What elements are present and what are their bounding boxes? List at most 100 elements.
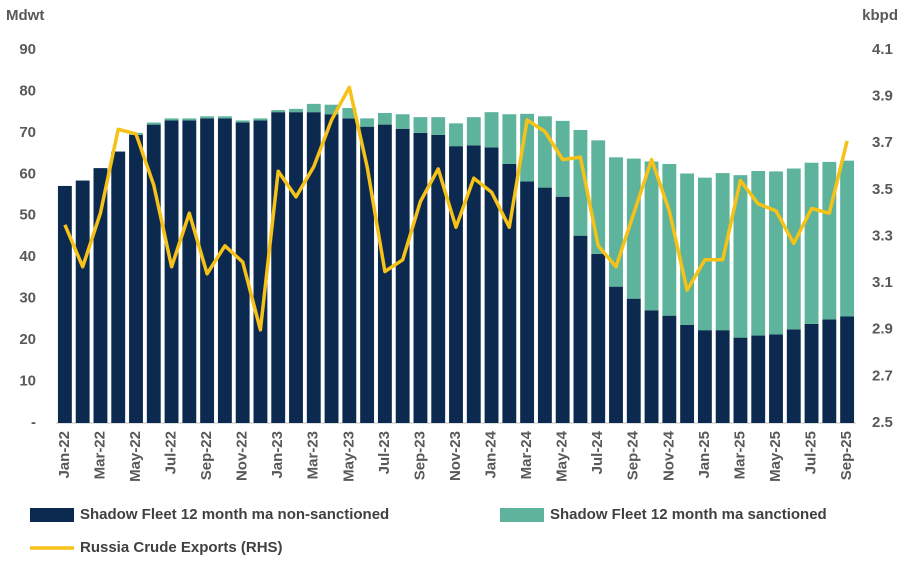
y2-tick-label: 2.9 [872, 321, 893, 338]
legend-text: Shadow Fleet 12 month ma non-sanctioned [80, 506, 389, 523]
y-tick-label: 90 [19, 41, 36, 58]
legend-swatch [500, 508, 544, 522]
line [63, 85, 849, 332]
x-tick-label: Jul-24 [589, 430, 606, 474]
legend-text: Shadow Fleet 12 month ma sanctioned [550, 506, 827, 523]
y-tick-label: - [31, 414, 36, 431]
bar [253, 118, 268, 121]
bar [840, 316, 855, 423]
bar [786, 168, 801, 330]
y-tick-label: 80 [19, 82, 36, 99]
y2-tick-label: 3.1 [872, 274, 893, 291]
x-tick-label: Sep-22 [198, 431, 215, 480]
x-tick-label: Mar-22 [91, 431, 108, 479]
bar [235, 120, 250, 123]
bar [591, 253, 606, 423]
x-tick-label: Mar-24 [518, 430, 535, 479]
y-tick-label: 60 [19, 165, 36, 182]
bar [769, 334, 783, 423]
bar [502, 114, 517, 164]
bar [573, 235, 588, 423]
y-tick-label: 30 [19, 290, 36, 307]
bar [129, 134, 143, 423]
bar [751, 171, 766, 336]
bar [271, 112, 286, 424]
bar [484, 147, 499, 423]
bar [697, 177, 712, 331]
bar [431, 117, 446, 135]
x-tick-label: Mar-23 [305, 431, 322, 479]
bar [609, 286, 623, 423]
x-tick-label: Nov-24 [660, 430, 677, 481]
bar [822, 161, 837, 320]
bar [449, 123, 463, 147]
bar [626, 158, 641, 299]
bar [164, 118, 179, 121]
bar [555, 196, 570, 423]
bar [733, 175, 748, 338]
bar [804, 323, 819, 423]
y-tick-label: 10 [19, 373, 36, 390]
bar [591, 140, 606, 254]
bar [146, 122, 161, 125]
bar [289, 112, 303, 424]
bar [680, 173, 695, 325]
bar [769, 171, 783, 335]
y2-axis-title: kbpd [862, 7, 898, 24]
bar [377, 112, 392, 125]
y2-tick-label: 3.5 [872, 181, 893, 198]
x-tick-label: May-25 [767, 431, 784, 482]
y-tick-label: 50 [19, 207, 36, 224]
bar [324, 114, 339, 423]
bar [200, 116, 215, 119]
x-tick-label: Mar-25 [731, 431, 748, 479]
y2-tick-label: 2.7 [872, 367, 893, 384]
y2-tick-label: 4.1 [872, 41, 893, 58]
bar [626, 298, 641, 423]
bar [520, 181, 535, 423]
bar [413, 132, 428, 423]
x-tick-label: Jan-24 [483, 430, 500, 478]
y-tick-label: 20 [19, 331, 36, 348]
bar [697, 330, 712, 423]
bar [804, 162, 819, 324]
bar [93, 168, 108, 423]
x-tick-label: May-22 [127, 431, 144, 482]
bar [466, 117, 481, 146]
x-tick-label: Sep-23 [411, 431, 428, 480]
bar [466, 145, 481, 424]
bar [715, 173, 730, 331]
bar [395, 128, 410, 423]
legend-swatch [30, 508, 74, 522]
bar [644, 310, 659, 423]
bar [306, 112, 321, 424]
bar [182, 118, 197, 121]
x-tick-label: Jan-22 [56, 431, 73, 479]
bar [342, 118, 357, 423]
x-tick-label: May-24 [554, 430, 571, 482]
bar [289, 108, 303, 113]
bar [537, 187, 552, 423]
bar [680, 324, 695, 423]
bar [395, 114, 410, 129]
y-tick-label: 70 [19, 124, 36, 141]
bar [271, 110, 286, 113]
bar [715, 330, 730, 423]
x-tick-label: Sep-25 [838, 431, 855, 480]
bar [182, 120, 197, 423]
y2-tick-label: 3.3 [872, 227, 893, 244]
bar [786, 329, 801, 423]
y2-tick-label: 3.7 [872, 134, 893, 151]
x-tick-label: Nov-22 [234, 431, 251, 481]
x-tick-label: Jul-22 [163, 431, 180, 474]
bar [164, 120, 179, 423]
bar [733, 337, 748, 423]
x-tick-label: Jan-25 [696, 431, 713, 479]
x-tick-label: Jul-23 [376, 431, 393, 474]
bar [75, 180, 90, 423]
bar [324, 104, 339, 115]
x-tick-label: Jul-25 [803, 431, 820, 474]
bar [235, 122, 250, 424]
bar [751, 335, 766, 423]
